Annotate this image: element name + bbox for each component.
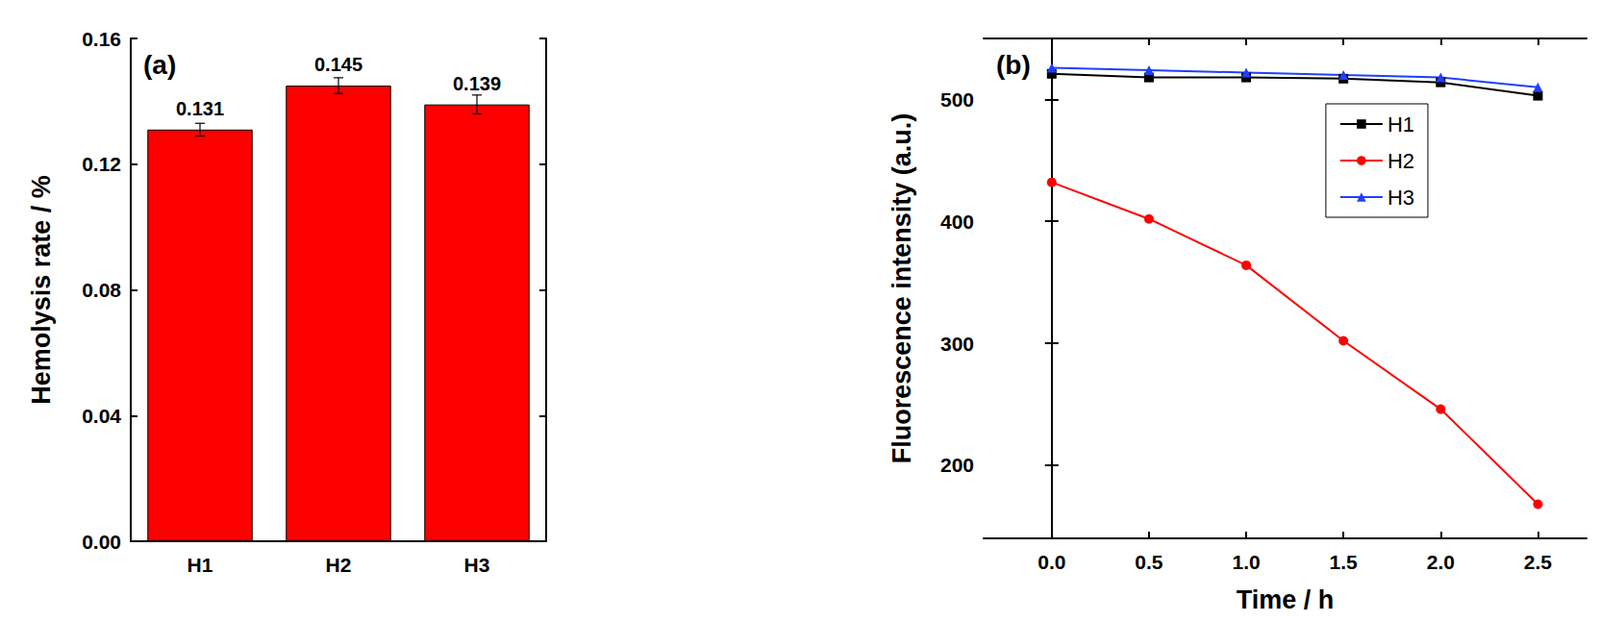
svg-text:1.0: 1.0: [1231, 550, 1260, 574]
svg-text:0.145: 0.145: [314, 53, 363, 75]
svg-text:0.08: 0.08: [81, 278, 122, 301]
svg-text:1.5: 1.5: [1329, 550, 1359, 574]
svg-text:(a): (a): [143, 50, 176, 80]
svg-text:0.04: 0.04: [81, 404, 122, 427]
svg-text:H1: H1: [1387, 112, 1415, 137]
svg-text:400: 400: [940, 210, 975, 233]
svg-text:0.00: 0.00: [81, 530, 122, 553]
svg-text:2.0: 2.0: [1426, 550, 1455, 574]
svg-text:0.5: 0.5: [1134, 550, 1164, 574]
svg-text:0.16: 0.16: [81, 27, 122, 50]
svg-text:0.12: 0.12: [81, 152, 122, 175]
svg-text:Time / h: Time / h: [1236, 585, 1335, 615]
svg-text:0.0: 0.0: [1037, 550, 1066, 574]
svg-text:300: 300: [940, 332, 975, 355]
svg-text:0.131: 0.131: [175, 98, 225, 120]
svg-text:H2: H2: [1387, 149, 1415, 174]
svg-text:Hemolysis rate / %: Hemolysis rate / %: [26, 175, 56, 405]
svg-text:H2: H2: [325, 553, 352, 576]
svg-text:500: 500: [940, 88, 975, 111]
svg-text:H1: H1: [187, 553, 214, 576]
svg-text:0.139: 0.139: [452, 73, 501, 95]
svg-text:H3: H3: [1387, 185, 1415, 210]
svg-text:H3: H3: [464, 553, 491, 576]
svg-text:(b): (b): [996, 50, 1031, 80]
svg-text:2.5: 2.5: [1524, 550, 1553, 574]
svg-text:200: 200: [940, 453, 975, 476]
svg-text:Fluorescence intensity (a.u.): Fluorescence intensity (a.u.): [887, 113, 917, 465]
